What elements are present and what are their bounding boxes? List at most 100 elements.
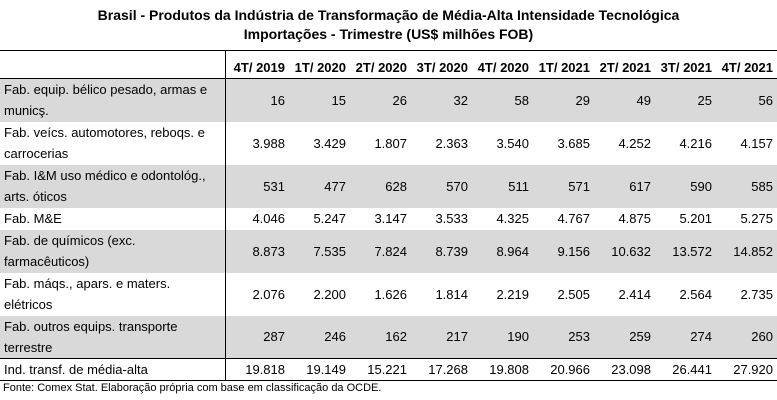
column-header: 1T/ 2020: [289, 50, 350, 79]
value-cell: 617: [629, 178, 651, 194]
total-value-cell: 19.818: [224, 358, 289, 381]
value-cell: 8.873: [224, 229, 289, 273]
value-cell: 32: [453, 92, 468, 108]
value-cell: 3.429: [313, 135, 346, 151]
value-cell: 4.325: [496, 211, 529, 226]
value-cell: 2.505: [557, 286, 590, 302]
table-title: Brasil - Produtos da Indústria de Transf…: [0, 6, 777, 44]
value-cell: 3.540: [496, 135, 529, 151]
table-row: Fab. máqs., apars. e maters. elétricos 2…: [0, 272, 777, 316]
header-row: 4T/ 2019 1T/ 2020 2T/ 2020 3T/ 2020 4T/ …: [0, 50, 777, 79]
value-cell: 217: [446, 329, 468, 345]
value-cell: 16: [224, 78, 289, 122]
total-value-cell: 23.098: [611, 362, 651, 377]
value-cell: 287: [224, 315, 289, 359]
value-cell: 274: [690, 329, 712, 345]
value-cell: 259: [629, 329, 651, 345]
total-value-cell: 15.221: [367, 362, 407, 377]
header-label-cell: [0, 50, 225, 79]
value-cell: 531: [224, 164, 289, 208]
value-cell: 253: [568, 329, 590, 345]
value-cell: 7.824: [374, 243, 407, 259]
row-label: Fab. máqs., apars. e maters. elétricos: [4, 276, 171, 312]
value-cell: 5.275: [740, 211, 773, 226]
value-cell: 1.807: [374, 135, 407, 151]
value-cell: 4.767: [557, 211, 590, 226]
value-cell: 4.875: [618, 211, 651, 226]
value-cell: 260: [751, 329, 773, 345]
row-label: Fab. de químicos (exc. farmacêuticos): [4, 233, 136, 269]
total-value-cell: 26.441: [672, 362, 712, 377]
value-cell: 56: [758, 92, 773, 108]
value-cell: 5.247: [313, 211, 346, 226]
value-cell: 10.632: [611, 243, 651, 259]
value-cell: 2.414: [618, 286, 651, 302]
title-line-1: Brasil - Produtos da Indústria de Transf…: [97, 7, 680, 23]
value-cell: 628: [385, 178, 407, 194]
value-cell: 246: [324, 329, 346, 345]
value-cell: 4.046: [224, 207, 289, 230]
value-cell: 15: [331, 92, 346, 108]
table-row: Fab. outros equips. transporte terrestre…: [0, 315, 777, 359]
value-cell: 29: [575, 92, 590, 108]
value-cell: 3.685: [557, 135, 590, 151]
value-cell: 2.076: [224, 272, 289, 316]
value-cell: 4.252: [618, 135, 651, 151]
imports-table: 4T/ 2019 1T/ 2020 2T/ 2020 3T/ 2020 4T/ …: [0, 50, 777, 381]
table-row: Fab. I&M uso médico e odontológ., arts. …: [0, 164, 777, 208]
table-row: Fab. veícs. automotores, reboqs. e carro…: [0, 121, 777, 165]
total-value-cell: 27.920: [733, 362, 773, 377]
value-cell: 26: [392, 92, 407, 108]
column-header: 1T/ 2021: [533, 50, 594, 79]
value-cell: 2.200: [313, 286, 346, 302]
value-cell: 5.201: [679, 211, 712, 226]
value-cell: 8.739: [435, 243, 468, 259]
table-row: Fab. M&E 4.046 5.247 3.147 3.533 4.325 4…: [0, 207, 777, 230]
value-cell: 7.535: [313, 243, 346, 259]
value-cell: 4.216: [679, 135, 712, 151]
total-value-cell: 17.268: [428, 362, 468, 377]
total-value-cell: 19.149: [306, 362, 346, 377]
value-cell: 162: [385, 329, 407, 345]
value-cell: 2.219: [496, 286, 529, 302]
value-cell: 25: [697, 92, 712, 108]
value-cell: 8.964: [496, 243, 529, 259]
value-cell: 1.814: [435, 286, 468, 302]
column-header: 4T/ 2021: [716, 50, 777, 79]
total-row: Ind. transf. de média-alta 19.818 19.149…: [0, 358, 777, 381]
value-cell: 477: [324, 178, 346, 194]
row-label: Fab. veícs. automotores, reboqs. e carro…: [4, 125, 205, 161]
value-cell: 590: [690, 178, 712, 194]
value-cell: 58: [514, 92, 529, 108]
value-cell: 14.852: [733, 243, 773, 259]
column-header: 2T/ 2021: [594, 50, 655, 79]
table-row: Fab. de químicos (exc. farmacêuticos) 8.…: [0, 229, 777, 273]
total-label: Ind. transf. de média-alta: [4, 362, 148, 377]
value-cell: 570: [446, 178, 468, 194]
value-cell: 3.988: [224, 121, 289, 165]
value-cell: 585: [751, 178, 773, 194]
value-cell: 1.626: [374, 286, 407, 302]
value-cell: 4.157: [740, 135, 773, 151]
value-cell: 3.147: [374, 211, 407, 226]
value-cell: 9.156: [557, 243, 590, 259]
row-label: Fab. outros equips. transporte terrestre: [4, 318, 178, 355]
source-note: Fonte: Comex Stat. Elaboração própria co…: [3, 382, 382, 394]
value-cell: 2.363: [435, 135, 468, 151]
value-cell: 13.572: [672, 243, 712, 259]
column-header: 3T/ 2021: [655, 50, 716, 79]
value-cell: 190: [507, 329, 529, 345]
column-header: 2T/ 2020: [350, 50, 411, 79]
column-header: 4T/ 2019: [224, 50, 289, 79]
title-line-2: Importações - Trimestre (US$ milhões FOB…: [243, 26, 534, 42]
total-value-cell: 19.808: [489, 362, 529, 377]
column-header: 3T/ 2020: [411, 50, 472, 79]
value-cell: 2.735: [740, 286, 773, 302]
value-cell: 511: [508, 178, 529, 194]
value-cell: 49: [636, 92, 651, 108]
value-cell: 3.533: [435, 211, 468, 226]
row-label: Fab. I&M uso médico e odontológ., arts. …: [4, 168, 206, 204]
row-label: Fab. equip. bélico pesado, armas e munic…: [4, 82, 208, 119]
row-label: Fab. M&E: [4, 211, 62, 226]
